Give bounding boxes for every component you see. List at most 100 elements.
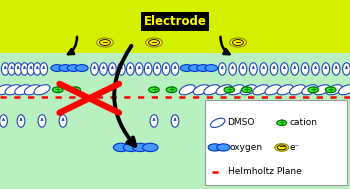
Circle shape <box>51 65 63 71</box>
Ellipse shape <box>34 63 41 75</box>
Ellipse shape <box>301 63 309 75</box>
Ellipse shape <box>91 63 98 75</box>
Ellipse shape <box>38 115 46 127</box>
Text: −: − <box>102 38 108 47</box>
Ellipse shape <box>162 63 170 75</box>
Text: +: + <box>310 85 316 94</box>
Text: +: + <box>72 85 78 94</box>
Text: cation: cation <box>289 118 317 127</box>
Circle shape <box>166 87 177 93</box>
Ellipse shape <box>118 63 125 75</box>
Text: e⁻: e⁻ <box>289 143 300 152</box>
Ellipse shape <box>343 63 350 75</box>
Ellipse shape <box>0 85 12 95</box>
Ellipse shape <box>25 85 40 95</box>
Circle shape <box>217 144 230 151</box>
Ellipse shape <box>240 85 257 95</box>
Circle shape <box>59 65 72 71</box>
Ellipse shape <box>216 85 232 95</box>
Bar <box>0 0 350 53</box>
Text: +: + <box>55 85 61 94</box>
Ellipse shape <box>253 85 269 95</box>
Ellipse shape <box>250 63 257 75</box>
Ellipse shape <box>277 85 293 95</box>
Text: Helmholtz Plane: Helmholtz Plane <box>228 167 302 177</box>
Ellipse shape <box>193 85 209 95</box>
Circle shape <box>277 120 287 125</box>
Circle shape <box>123 143 139 152</box>
Ellipse shape <box>0 115 7 127</box>
Ellipse shape <box>275 144 289 151</box>
Text: +: + <box>328 85 334 94</box>
Ellipse shape <box>171 63 179 75</box>
Circle shape <box>224 87 234 93</box>
Text: −: − <box>278 143 285 152</box>
Ellipse shape <box>59 115 67 127</box>
Ellipse shape <box>1 63 9 75</box>
Ellipse shape <box>218 63 226 75</box>
FancyArrowPatch shape <box>220 37 230 54</box>
Ellipse shape <box>291 63 299 75</box>
Ellipse shape <box>135 63 143 75</box>
Ellipse shape <box>239 63 247 75</box>
Circle shape <box>70 87 80 93</box>
Ellipse shape <box>126 63 134 75</box>
Circle shape <box>308 87 318 93</box>
Ellipse shape <box>260 63 267 75</box>
Ellipse shape <box>204 85 220 95</box>
Circle shape <box>76 65 88 71</box>
Circle shape <box>149 87 159 93</box>
Text: +: + <box>168 85 175 94</box>
Ellipse shape <box>146 38 162 47</box>
FancyArrowPatch shape <box>68 37 77 54</box>
Text: DMSO: DMSO <box>227 118 254 127</box>
Text: +: + <box>151 85 157 94</box>
Ellipse shape <box>302 85 318 95</box>
Text: oxygen: oxygen <box>230 143 263 152</box>
Ellipse shape <box>338 85 350 95</box>
Ellipse shape <box>229 63 237 75</box>
Ellipse shape <box>108 63 116 75</box>
Ellipse shape <box>280 63 288 75</box>
Text: +: + <box>279 118 285 127</box>
Circle shape <box>113 143 129 152</box>
Ellipse shape <box>228 85 244 95</box>
Text: +: + <box>226 85 232 94</box>
Ellipse shape <box>21 63 28 75</box>
Circle shape <box>52 87 63 93</box>
Ellipse shape <box>14 63 22 75</box>
Ellipse shape <box>270 63 278 75</box>
Ellipse shape <box>312 63 319 75</box>
Bar <box>0 53 350 189</box>
Text: +: + <box>244 85 250 94</box>
Ellipse shape <box>40 63 48 75</box>
Ellipse shape <box>230 38 246 47</box>
Circle shape <box>67 65 80 71</box>
Ellipse shape <box>150 115 158 127</box>
Circle shape <box>189 65 201 71</box>
Ellipse shape <box>8 63 15 75</box>
Ellipse shape <box>17 115 25 127</box>
Ellipse shape <box>210 118 225 128</box>
Ellipse shape <box>322 63 330 75</box>
Ellipse shape <box>100 63 107 75</box>
Ellipse shape <box>5 85 21 95</box>
Ellipse shape <box>332 63 340 75</box>
Circle shape <box>205 65 218 71</box>
Circle shape <box>241 87 252 93</box>
Ellipse shape <box>97 38 113 47</box>
Circle shape <box>197 65 209 71</box>
Ellipse shape <box>179 85 195 95</box>
Ellipse shape <box>153 63 161 75</box>
Ellipse shape <box>326 85 342 95</box>
Ellipse shape <box>171 115 179 127</box>
Circle shape <box>208 144 222 151</box>
Ellipse shape <box>265 85 281 95</box>
Ellipse shape <box>34 85 50 95</box>
Text: −: − <box>150 38 158 47</box>
Ellipse shape <box>27 63 35 75</box>
Ellipse shape <box>314 85 330 95</box>
Ellipse shape <box>144 63 152 75</box>
Circle shape <box>180 65 193 71</box>
Bar <box>205 100 346 185</box>
